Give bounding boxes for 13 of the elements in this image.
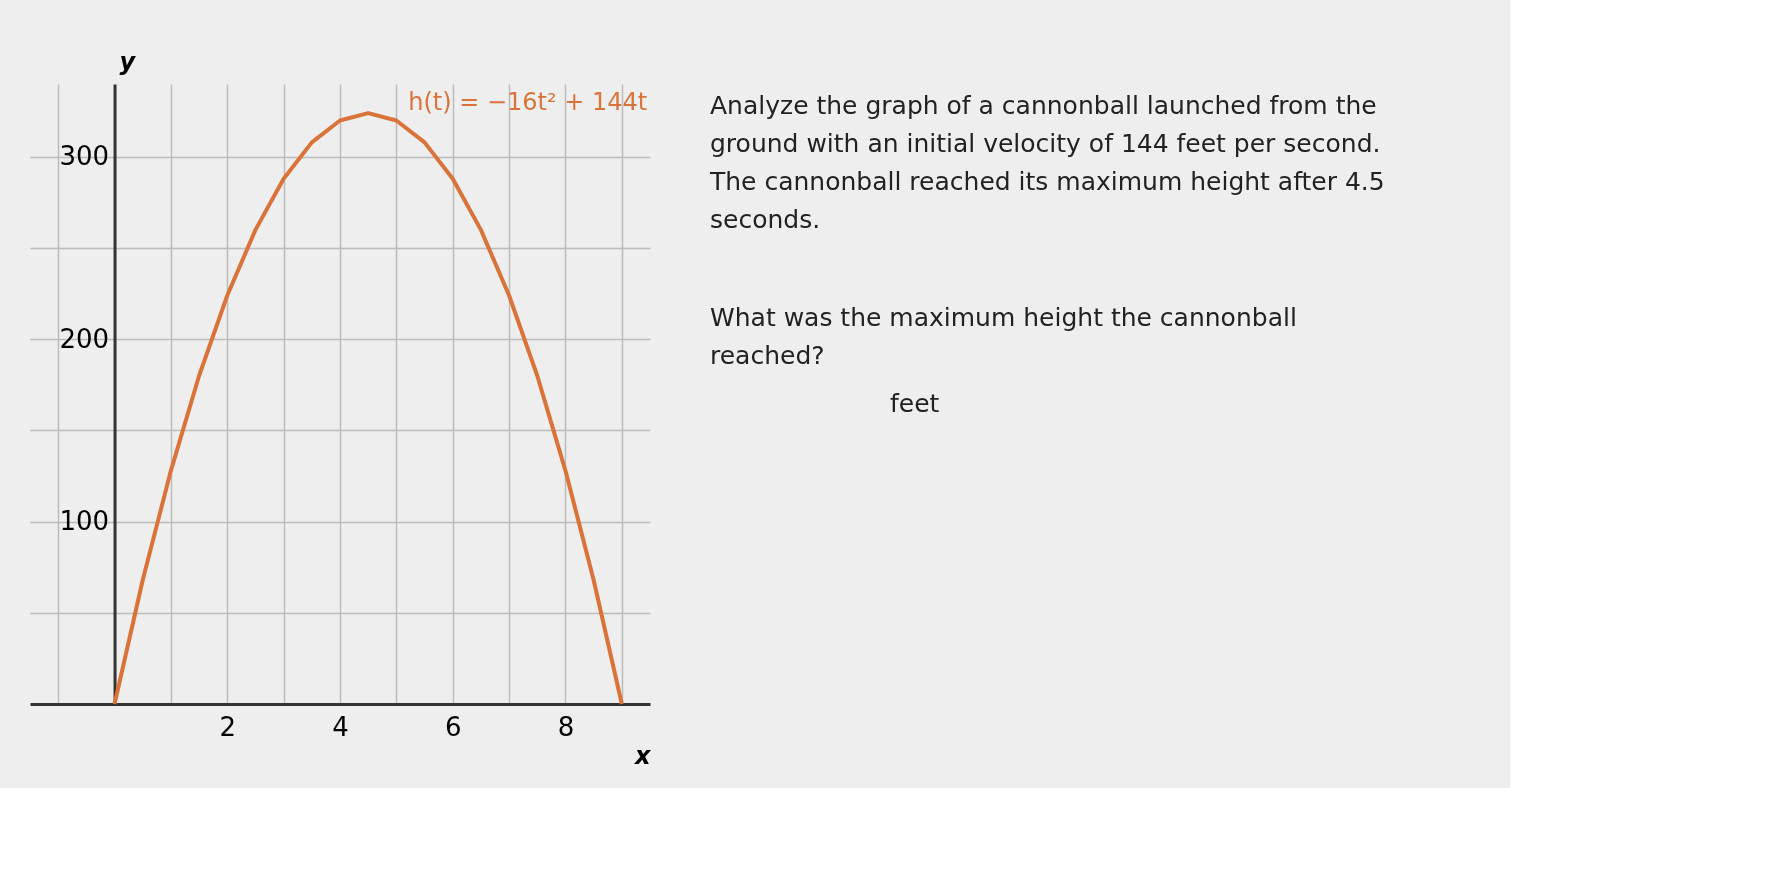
y-tick-label: 300 xyxy=(59,141,110,172)
y-axis-title: y xyxy=(119,47,137,76)
y-tick-label: 100 xyxy=(59,506,110,537)
text: Analyze the graph of a cannonball launched from the ground with an initial velocity of 144 feet per second. The cannonball reached its maximum height after 4.5 seconds. xyxy=(709,91,1385,234)
text: What was the maximum height the cannonball reached? xyxy=(710,303,1297,370)
x-tick-label: 8 xyxy=(557,711,575,742)
series-label: h(t) = −16t² + 144t xyxy=(408,88,648,117)
x-tick-label: 4 xyxy=(332,711,349,742)
text: feet xyxy=(890,389,940,418)
x-tick-label: 2 xyxy=(219,711,237,742)
x-axis-title: x xyxy=(634,741,653,770)
x-tick-label: 6 xyxy=(444,711,462,742)
y-tick-label: 200 xyxy=(59,323,110,354)
